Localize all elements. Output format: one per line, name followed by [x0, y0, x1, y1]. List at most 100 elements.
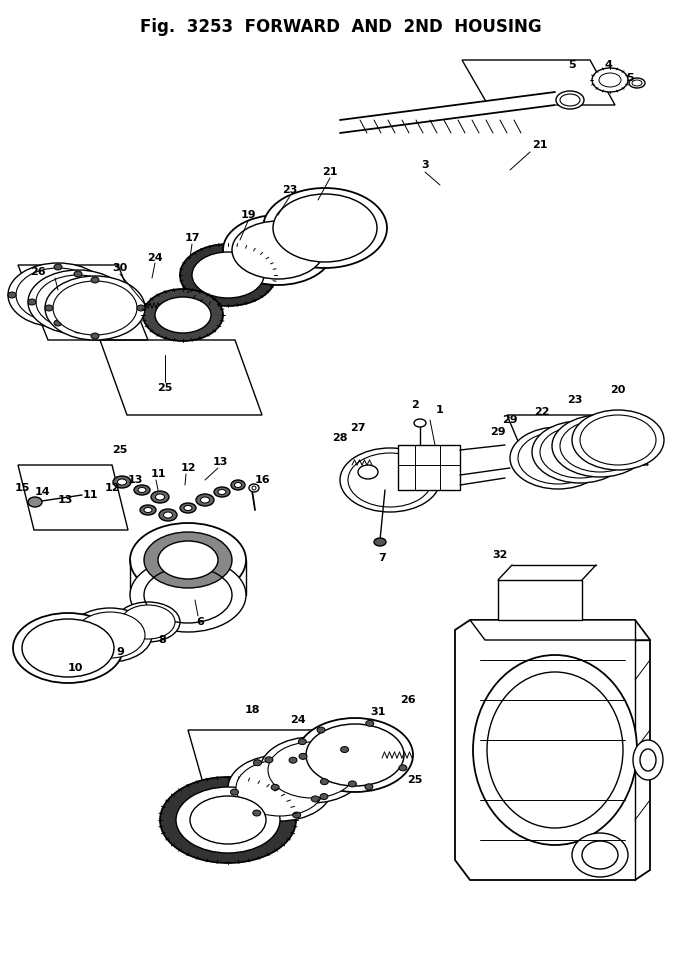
- Text: 31: 31: [370, 707, 386, 717]
- Ellipse shape: [214, 487, 230, 497]
- Ellipse shape: [293, 812, 301, 818]
- Ellipse shape: [340, 746, 349, 752]
- Ellipse shape: [320, 794, 328, 799]
- Text: 13: 13: [128, 475, 143, 485]
- Text: 14: 14: [35, 487, 51, 497]
- Ellipse shape: [473, 655, 637, 845]
- Ellipse shape: [271, 784, 279, 791]
- Ellipse shape: [231, 789, 239, 795]
- Ellipse shape: [68, 608, 152, 662]
- Text: 32: 32: [492, 550, 507, 560]
- Ellipse shape: [253, 810, 261, 816]
- Text: 25: 25: [113, 445, 128, 455]
- Ellipse shape: [349, 781, 357, 787]
- Ellipse shape: [510, 427, 606, 489]
- Text: 22: 22: [534, 407, 550, 417]
- Text: 13: 13: [212, 457, 228, 467]
- Polygon shape: [398, 445, 460, 490]
- Ellipse shape: [144, 508, 152, 512]
- Text: 16: 16: [254, 475, 270, 485]
- Text: 20: 20: [610, 385, 625, 395]
- Ellipse shape: [192, 252, 264, 298]
- Ellipse shape: [273, 194, 377, 262]
- Ellipse shape: [184, 506, 192, 510]
- Ellipse shape: [74, 271, 82, 277]
- Text: 21: 21: [532, 140, 548, 150]
- Ellipse shape: [552, 415, 648, 477]
- Ellipse shape: [74, 327, 82, 333]
- Ellipse shape: [249, 484, 259, 492]
- Text: 18: 18: [244, 705, 260, 715]
- Text: 2: 2: [411, 400, 419, 410]
- Ellipse shape: [164, 512, 173, 518]
- Text: Fig.  3253  FORWARD  AND  2ND  HOUSING: Fig. 3253 FORWARD AND 2ND HOUSING: [140, 18, 542, 36]
- Text: 24: 24: [147, 253, 163, 263]
- Ellipse shape: [263, 188, 387, 268]
- Ellipse shape: [116, 602, 180, 642]
- Text: 3: 3: [421, 160, 429, 170]
- Ellipse shape: [348, 453, 432, 507]
- Ellipse shape: [254, 760, 261, 766]
- Text: 25: 25: [158, 383, 173, 393]
- Polygon shape: [498, 580, 582, 620]
- Ellipse shape: [231, 480, 245, 490]
- Text: 8: 8: [158, 635, 166, 645]
- Text: 25: 25: [407, 775, 423, 785]
- Ellipse shape: [45, 276, 145, 340]
- Ellipse shape: [54, 264, 62, 270]
- Text: 30: 30: [113, 263, 128, 273]
- Ellipse shape: [298, 739, 306, 744]
- Text: 10: 10: [68, 663, 83, 673]
- Ellipse shape: [366, 720, 374, 726]
- Ellipse shape: [160, 777, 296, 863]
- Polygon shape: [470, 620, 650, 640]
- Ellipse shape: [138, 487, 146, 492]
- Text: 12: 12: [180, 463, 196, 473]
- Ellipse shape: [580, 415, 656, 465]
- Ellipse shape: [151, 491, 169, 503]
- Ellipse shape: [130, 523, 246, 597]
- Ellipse shape: [317, 727, 325, 733]
- Ellipse shape: [28, 299, 36, 305]
- Ellipse shape: [16, 268, 100, 322]
- Ellipse shape: [223, 215, 333, 285]
- Ellipse shape: [36, 275, 120, 329]
- Ellipse shape: [540, 426, 620, 478]
- Ellipse shape: [137, 305, 145, 311]
- Text: 9: 9: [116, 647, 124, 657]
- Polygon shape: [455, 620, 650, 880]
- Ellipse shape: [560, 420, 640, 472]
- Text: 5: 5: [626, 73, 634, 83]
- Ellipse shape: [28, 497, 42, 507]
- Text: 27: 27: [351, 423, 366, 433]
- Ellipse shape: [358, 465, 378, 479]
- Text: 21: 21: [323, 167, 338, 177]
- Text: 17: 17: [184, 233, 200, 243]
- Ellipse shape: [53, 281, 137, 335]
- Ellipse shape: [556, 91, 584, 109]
- Ellipse shape: [180, 244, 276, 306]
- Text: 7: 7: [378, 553, 386, 563]
- Text: 26: 26: [400, 695, 416, 705]
- Text: 5: 5: [568, 60, 576, 70]
- Ellipse shape: [218, 489, 226, 494]
- Ellipse shape: [236, 760, 324, 816]
- Ellipse shape: [365, 784, 373, 790]
- Ellipse shape: [235, 482, 241, 487]
- Text: 19: 19: [240, 210, 256, 220]
- Ellipse shape: [518, 432, 598, 484]
- Ellipse shape: [414, 419, 426, 427]
- Text: 23: 23: [567, 395, 582, 405]
- Ellipse shape: [180, 503, 196, 513]
- Text: 13: 13: [57, 495, 73, 505]
- Ellipse shape: [190, 796, 266, 844]
- Ellipse shape: [572, 833, 628, 877]
- Ellipse shape: [120, 299, 128, 305]
- Ellipse shape: [572, 410, 664, 470]
- Ellipse shape: [8, 292, 16, 298]
- Ellipse shape: [140, 505, 156, 515]
- Text: 12: 12: [104, 483, 120, 493]
- Text: 11: 11: [150, 469, 166, 479]
- Ellipse shape: [592, 68, 628, 92]
- Ellipse shape: [629, 78, 645, 88]
